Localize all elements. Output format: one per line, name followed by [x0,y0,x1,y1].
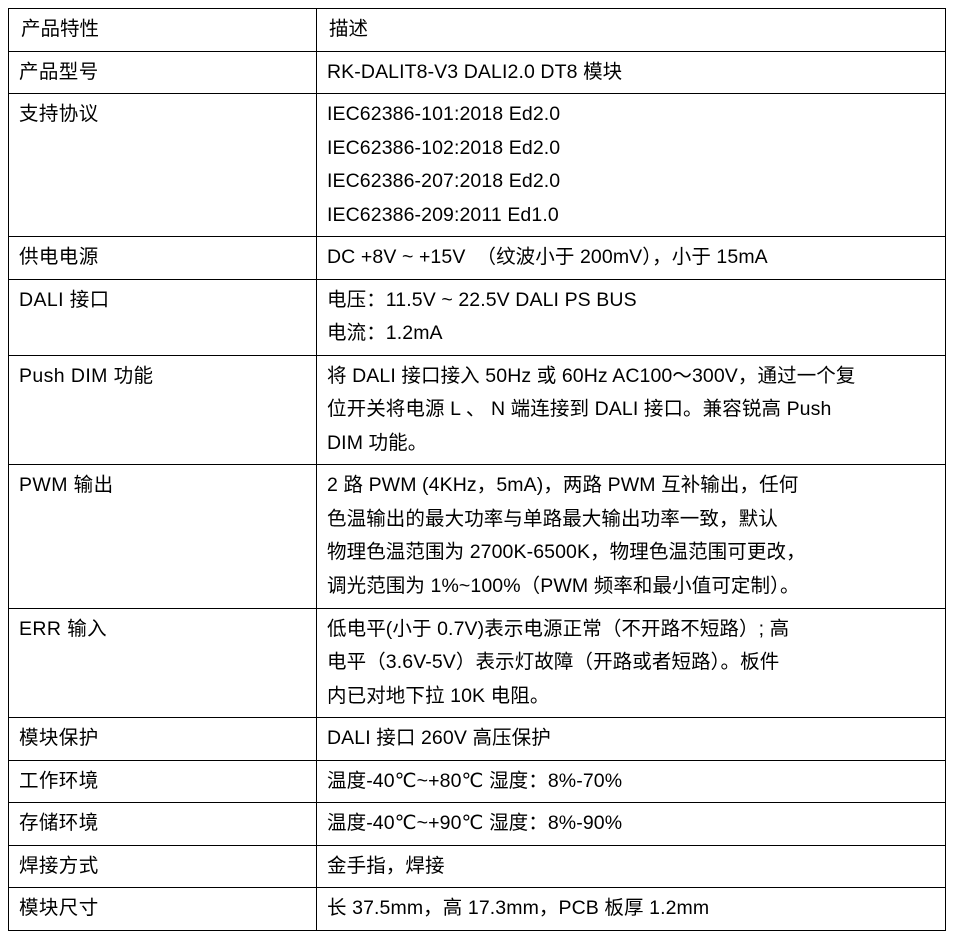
description-line: DC +8V ~ +15V （纹波小于 200mV），小于 15mA [327,246,768,269]
description-line: RK-DALIT8-V3 DALI2.0 DT8 模块 [327,60,623,83]
feature-description: 将 DALI 接口接入 50Hz 或 60Hz AC100～300V，通过一个复… [316,354,946,466]
description-line: 金手指，焊接 [327,854,445,877]
table-row: 焊接方式 金手指，焊接 [8,844,946,889]
feature-label: 焊接方式 [8,844,317,889]
table-row: 供电电源 DC +8V ~ +15V （纹波小于 200mV），小于 15mA [8,236,946,280]
description-line: IEC62386-207:2018 Ed2.0 [327,170,561,193]
description-line: 长 37.5mm，高 17.3mm，PCB 板厚 1.2mm [327,897,710,920]
feature-label: Push DIM 功能 [8,354,317,466]
feature-description: 2 路 PWM (4KHz，5mA)，两路 PWM 互补输出，任何 色温输出的最大… [316,464,946,609]
description-line: 将 DALI 接口接入 50Hz 或 60Hz AC100～300V，通过一个复 [327,364,856,387]
feature-label: 模块保护 [8,717,317,761]
description-line: IEC62386-102:2018 Ed2.0 [327,136,561,159]
table-row: Push DIM 功能将 DALI 接口接入 50Hz 或 60Hz AC100… [8,354,946,466]
table-body: 产品型号 RK-DALIT8-V3 DALI2.0 DT8 模块 支持协议 IEC62… [8,50,946,931]
feature-description: 电压：11.5V ~ 22.5V DALI PS BUS 电流：1.2mA [316,278,946,356]
description-line: 温度-40℃~+80℃ 湿度：8%-70% [327,769,623,792]
table-row: 产品型号 RK-DALIT8-V3 DALI2.0 DT8 模块 [8,50,946,95]
table-row: 支持协议 IEC62386-101:2018 Ed2.0 IEC62386-102:… [8,93,946,238]
column-header-feature: 产品特性 [8,8,317,52]
description-line: DALI 接口 260V 高压保护 [327,727,551,750]
feature-label: 支持协议 [8,93,317,238]
description-line: DIM 功能。 [327,431,428,454]
description-line: 温度-40℃~+90℃ 湿度：8%-90% [327,812,623,835]
table-header: 产品特性 描述 [8,8,946,52]
feature-label: 模块尺寸 [8,887,317,931]
description-line: IEC62386-209:2011 Ed1.0 [327,203,559,226]
description-line: 调光范围为 1%~100%（PWM 频率和最小值可定制）。 [327,574,800,597]
feature-description: 金手指，焊接 [316,844,946,889]
description-line: 色温输出的最大功率与单路最大输出功率一致，默认 [327,507,778,530]
feature-label: ERR 输入 [8,607,317,719]
description-line: 内已对地下拉 10K 电阻。 [327,684,550,707]
feature-description: DALI 接口 260V 高压保护 [316,717,946,761]
feature-label: 产品型号 [8,50,317,95]
feature-label: PWM 输出 [8,464,317,609]
table-row: PWM 输出 2 路 PWM (4KHz，5mA)，两路 PWM 互补输出，任何色… [8,464,946,609]
feature-label: 工作环境 [8,759,317,804]
description-line: 位开关将电源 L 、 N 端连接到 DALI 接口。兼容锐高 Push [327,398,832,421]
description-line: 低电平(小于 0.7V)表示电源正常（不开路不短路）; 高 [327,617,790,640]
description-line: 2 路 PWM (4KHz，5mA)，两路 PWM 互补输出，任何 [327,474,799,497]
specification-table-container: 产品特性 描述 产品型号 RK-DALIT8-V3 DALI2.0 DT8 模块支… [8,8,946,931]
feature-description: 温度-40℃~+90℃ 湿度：8%-90% [316,802,946,846]
feature-label: DALI 接口 [8,278,317,356]
feature-label: 存储环境 [8,802,317,846]
feature-label: 供电电源 [8,236,317,280]
description-line: IEC62386-101:2018 Ed2.0 [327,103,561,126]
column-header-description: 描述 [316,8,946,52]
table-row: DALI 接口 电压：11.5V ~ 22.5V DALI PS BUS 电流：1.… [8,278,946,356]
table-header-row: 产品特性 描述 [8,8,946,52]
feature-description: RK-DALIT8-V3 DALI2.0 DT8 模块 [316,50,946,95]
description-line: 电平（3.6V-5V）表示灯故障（开路或者短路）。板件 [327,651,780,674]
feature-description: IEC62386-101:2018 Ed2.0 IEC62386-102:2018… [316,93,946,238]
description-line: 电流：1.2mA [327,322,443,345]
table-row: 模块尺寸长 37.5mm，高 17.3mm，PCB 板厚 1.2mm [8,887,946,931]
feature-description: 温度-40℃~+80℃ 湿度：8%-70% [316,759,946,804]
product-specification-table: 产品特性 描述 产品型号 RK-DALIT8-V3 DALI2.0 DT8 模块支… [8,8,946,931]
table-row: 存储环境 温度-40℃~+90℃ 湿度：8%-90% [8,802,946,846]
description-line: 物理色温范围为 2700K-6500K，物理色温范围可更改， [327,541,806,564]
feature-description: DC +8V ~ +15V （纹波小于 200mV），小于 15mA [316,236,946,280]
feature-description: 长 37.5mm，高 17.3mm，PCB 板厚 1.2mm [316,887,946,931]
feature-description: 低电平(小于 0.7V)表示电源正常（不开路不短路）; 高电平（3.6V-5V）… [316,607,946,719]
table-row: 模块保护 DALI 接口 260V 高压保护 [8,717,946,761]
table-row: 工作环境 温度-40℃~+80℃ 湿度：8%-70% [8,759,946,804]
description-line: 电压：11.5V ~ 22.5V DALI PS BUS [327,288,637,311]
table-row: ERR 输入 低电平(小于 0.7V)表示电源正常（不开路不短路）; 高电平（3.… [8,607,946,719]
